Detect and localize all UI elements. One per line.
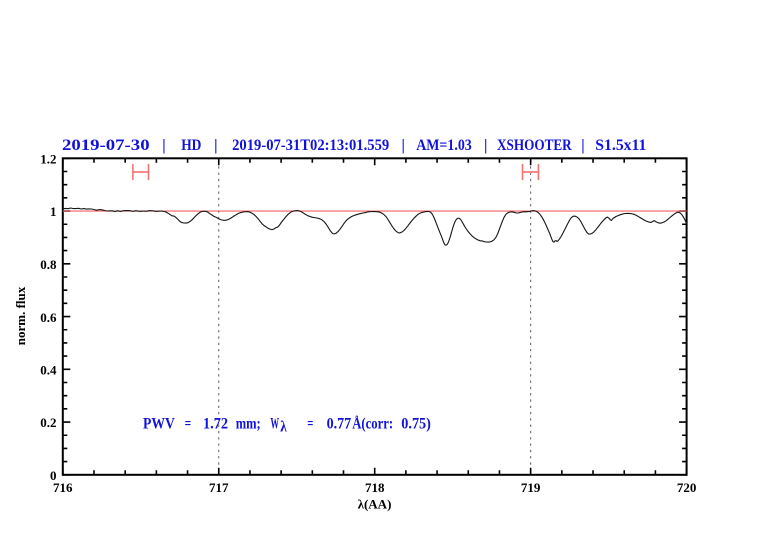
svg-text:|: | — [581, 137, 584, 154]
svg-text:0.8: 0.8 — [40, 257, 57, 272]
svg-text:719: 719 — [521, 480, 541, 495]
svg-text:|: | — [162, 137, 165, 154]
svg-text:|: | — [214, 137, 217, 154]
svg-text:|: | — [484, 137, 487, 154]
svg-text:=: = — [185, 415, 192, 432]
svg-text:0.4: 0.4 — [40, 363, 57, 378]
svg-text:AM=1.03: AM=1.03 — [416, 137, 472, 154]
svg-text:PWV: PWV — [143, 415, 175, 432]
svg-text:λ: λ — [280, 418, 287, 435]
svg-text:0.2: 0.2 — [40, 415, 56, 430]
svg-text:717: 717 — [209, 480, 229, 495]
svg-text:718: 718 — [365, 480, 385, 495]
svg-text:0.75): 0.75) — [401, 415, 431, 432]
svg-text:Å(corr:: Å(corr: — [352, 415, 393, 432]
svg-text:norm. flux: norm. flux — [13, 286, 28, 345]
svg-text:S1.5x11: S1.5x11 — [595, 137, 646, 154]
svg-text:720: 720 — [677, 480, 697, 495]
svg-text:mm;: mm; — [236, 415, 261, 432]
svg-text:|: | — [402, 137, 405, 154]
svg-text:1: 1 — [50, 204, 57, 219]
svg-text:W: W — [270, 415, 279, 432]
svg-text:HD: HD — [181, 137, 201, 154]
svg-text:XSHOOTER: XSHOOTER — [497, 137, 572, 154]
svg-text:1.2: 1.2 — [40, 152, 56, 167]
svg-text:716: 716 — [53, 480, 73, 495]
svg-text:0.77: 0.77 — [327, 415, 352, 432]
svg-text:0.6: 0.6 — [40, 310, 57, 325]
svg-text:λ(AA): λ(AA) — [358, 496, 392, 511]
svg-text:1.72: 1.72 — [203, 415, 228, 432]
svg-text:2019-07-31T02:13:01.559: 2019-07-31T02:13:01.559 — [232, 137, 389, 154]
svg-text:=: = — [307, 415, 313, 432]
svg-text:0: 0 — [50, 468, 57, 483]
svg-text:2019-07-30: 2019-07-30 — [62, 137, 150, 154]
